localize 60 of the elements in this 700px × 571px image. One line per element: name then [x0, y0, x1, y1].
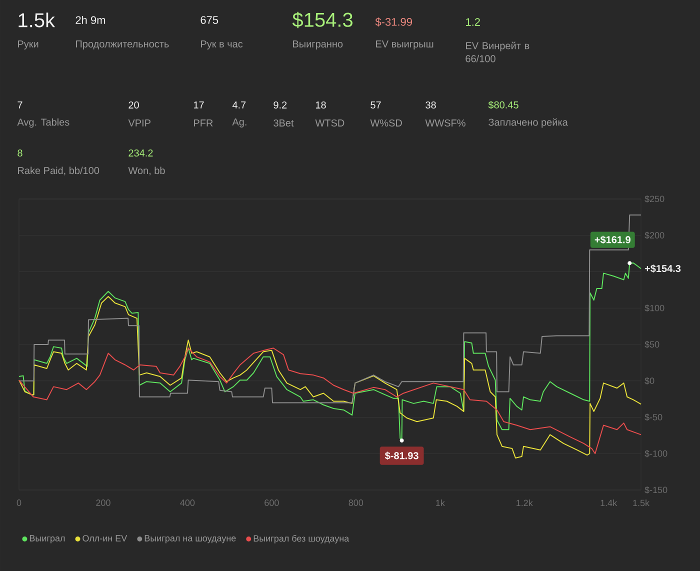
legend-label: Олл-ин EV	[82, 535, 128, 542]
x-tick-label: 1.2k	[516, 500, 533, 506]
text: 234.2	[128, 149, 153, 157]
text: W%SD	[370, 119, 402, 127]
legend-label: Выиграл без шоудауна	[254, 534, 350, 544]
text: 1.5k	[18, 12, 56, 28]
text: 1.2	[466, 18, 480, 26]
text: 18	[316, 101, 326, 109]
x-tick-label: 800	[348, 500, 364, 506]
text: Rake Paid, bb/100	[18, 166, 100, 176]
text: Заплачено рейка	[488, 118, 568, 128]
text: $80.45	[488, 100, 518, 110]
text: Avg. Tables	[17, 118, 70, 128]
text: 20	[128, 101, 139, 109]
text: 9.2	[274, 101, 287, 109]
x-tick-label: 0	[16, 500, 22, 506]
y-tick-label: $0	[644, 377, 654, 385]
text: Ag.	[232, 118, 246, 128]
x-tick-label: 1.5k	[633, 500, 650, 506]
text: EV Винрейт в 66/100	[466, 42, 530, 62]
text: $154.3	[292, 12, 352, 28]
text: Выигранно	[293, 40, 343, 50]
y-tick-label: $50	[644, 340, 660, 348]
annotation: $-81.93	[384, 452, 418, 460]
text: Продолжительность	[76, 40, 169, 50]
annotation: +$161.9	[594, 236, 630, 244]
y-tick-label: $100	[644, 304, 664, 312]
text: 7	[18, 102, 22, 108]
x-tick-label: 1.4k	[600, 500, 618, 506]
text: 38	[426, 101, 436, 109]
text: 2h 9m	[76, 16, 106, 24]
x-tick-label: 1k	[436, 500, 445, 506]
y-tick-label: $-50	[644, 414, 662, 421]
text: Won, bb	[128, 166, 165, 176]
y-tick-label: $-100	[644, 450, 668, 458]
text: Рук в час	[201, 40, 243, 50]
line-series	[18, 296, 642, 458]
y-tick-label: $-150	[644, 486, 668, 494]
text: VPIP	[128, 120, 150, 126]
y-tick-label: $200	[644, 232, 664, 240]
text: 8	[18, 149, 22, 157]
text: EV выигрыш	[376, 40, 434, 50]
legend-label: Выиграл	[30, 535, 65, 544]
text: WWSF%	[425, 119, 466, 127]
text: 3Bet	[274, 119, 294, 127]
annotation: +$154.3	[644, 264, 681, 273]
legend-label: Выиграл на шоудауне	[144, 535, 236, 544]
text: 17	[194, 102, 204, 108]
y-tick-label: $250	[644, 195, 664, 203]
text: $-31.99	[375, 18, 412, 26]
text: WTSD	[315, 119, 344, 127]
text: PFR	[194, 120, 213, 126]
text: 4.7	[232, 102, 246, 108]
x-tick-label: 200	[96, 500, 110, 506]
line-series	[18, 214, 642, 404]
text: Руки	[18, 40, 38, 50]
x-tick-label: 600	[264, 500, 279, 506]
text: 57	[370, 102, 381, 108]
text: 675	[200, 16, 218, 24]
x-tick-label: 400	[180, 500, 195, 506]
